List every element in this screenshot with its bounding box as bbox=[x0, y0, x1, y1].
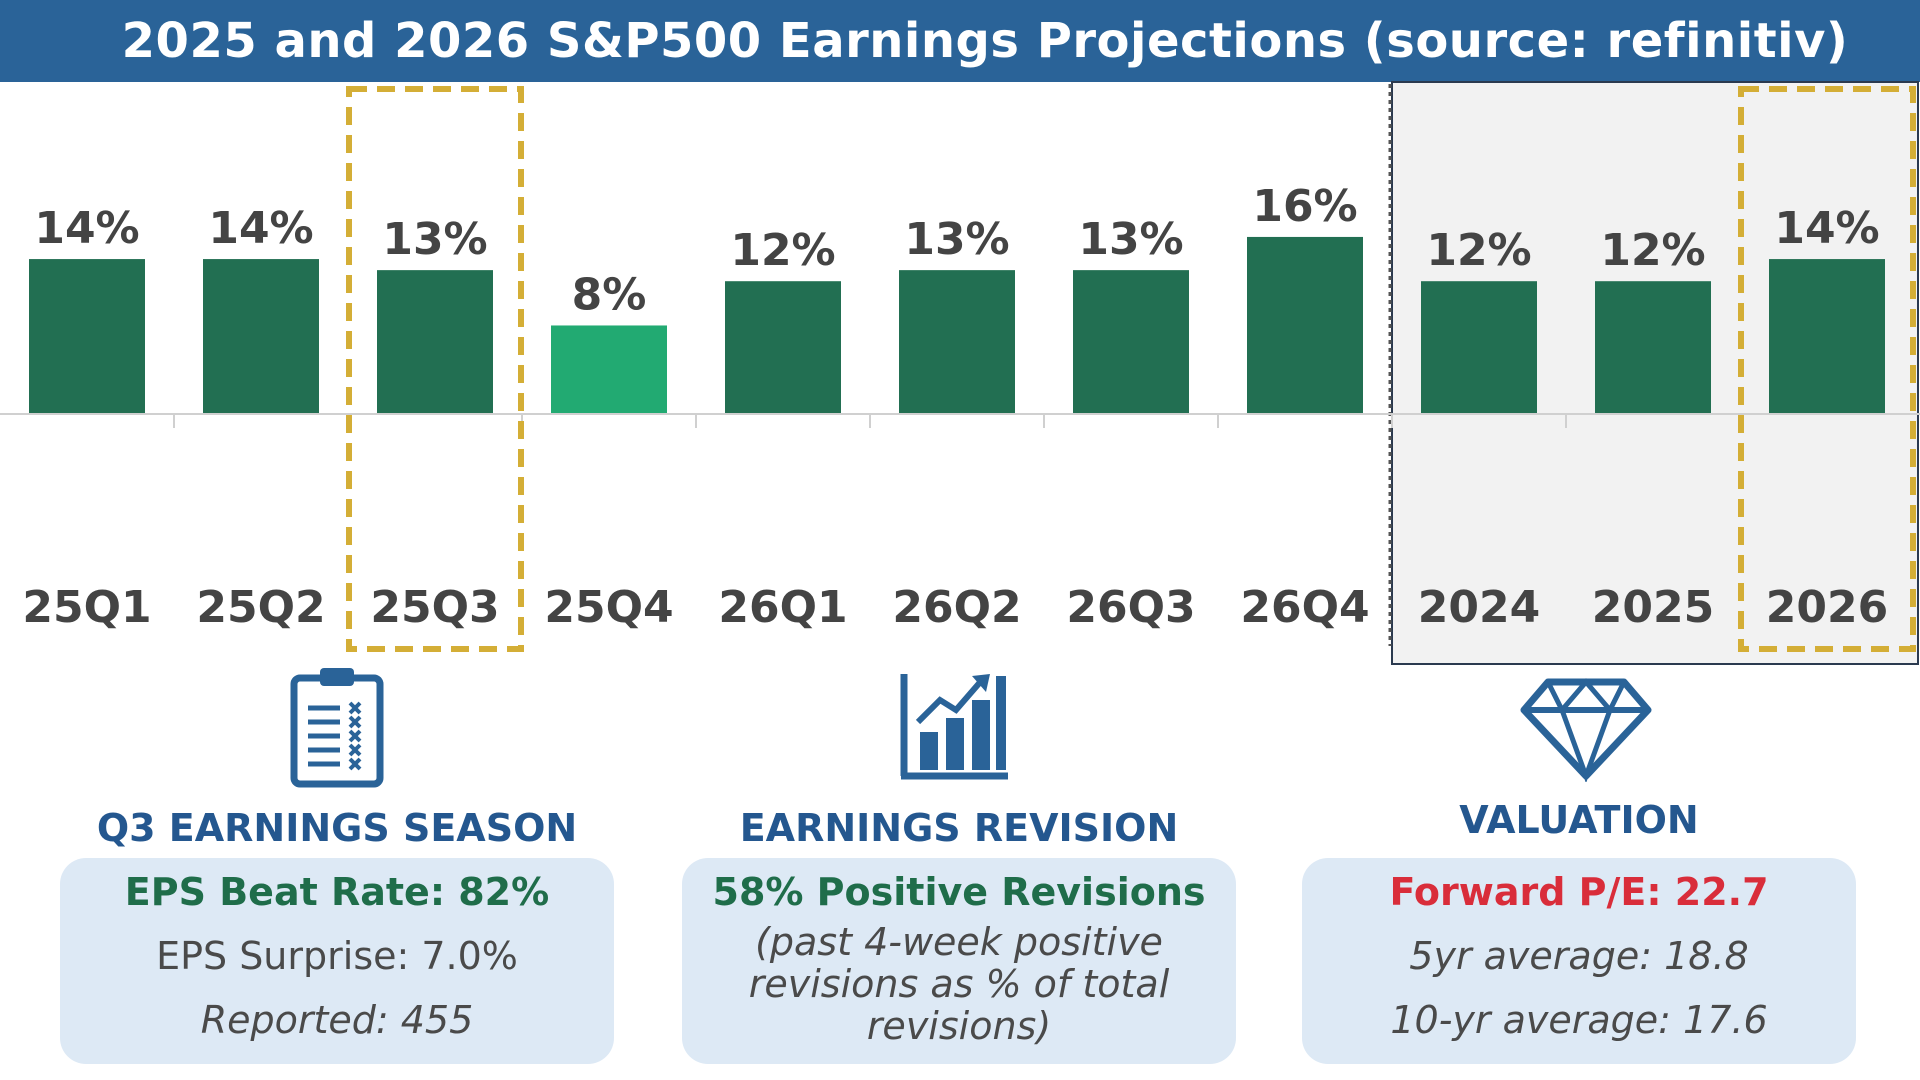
earnings-revision-card: 58% Positive Revisions (past 4-week posi… bbox=[682, 858, 1236, 1064]
bar-chart-trend-icon bbox=[900, 670, 1010, 782]
data-label-26q1: 12% bbox=[730, 225, 835, 276]
data-label-2026: 14% bbox=[1774, 203, 1879, 254]
eps-growth-chart: 14% 25Q1 14% 25Q2 13% 25Q3 8% 25Q4 12% 26Q1 13% 26Q… bbox=[0, 81, 1920, 665]
positive-revisions: 58% Positive Revisions bbox=[712, 870, 1206, 914]
section-title-earnings-season: Q3 EARNINGS SEASON bbox=[96, 806, 578, 850]
ten-year-average: 10-yr average: 17.6 bbox=[1390, 998, 1768, 1042]
valuation-card: Forward P/E: 22.7 5yr average: 18.8 10-y… bbox=[1302, 858, 1856, 1064]
category-label-25q3: 25Q3 bbox=[370, 582, 499, 633]
bar-25q1 bbox=[29, 259, 145, 414]
bar-26q3 bbox=[1073, 270, 1189, 414]
bar-25q3 bbox=[377, 270, 493, 414]
section-title-valuation: VALUATION bbox=[1459, 798, 1699, 842]
section-title-earnings-revision: EARNINGS REVISION bbox=[739, 806, 1179, 850]
category-label-25q2: 25Q2 bbox=[196, 582, 325, 633]
eps-surprise: EPS Surprise: 7.0% bbox=[156, 934, 518, 978]
bar-25q4 bbox=[551, 325, 667, 414]
five-year-average: 5yr average: 18.8 bbox=[1409, 934, 1749, 978]
bar-26q4 bbox=[1247, 236, 1363, 414]
clipboard-checklist-icon bbox=[290, 666, 386, 788]
earnings-season-card: EPS Beat Rate: 82% EPS Surprise: 7.0% Re… bbox=[60, 858, 614, 1064]
page-title: 2025 and 2026 S&P500 Earnings Projection… bbox=[121, 13, 1849, 69]
category-label-2025: 2025 bbox=[1592, 582, 1714, 633]
bar-2025 bbox=[1595, 281, 1711, 414]
data-label-25q4: 8% bbox=[572, 269, 647, 320]
category-label-26q2: 26Q2 bbox=[892, 582, 1021, 633]
forward-pe: Forward P/E: 22.7 bbox=[1389, 870, 1769, 914]
highlight-box-25q3 bbox=[346, 86, 524, 652]
eps-beat-rate: EPS Beat Rate: 82% bbox=[124, 870, 550, 914]
title-bar bbox=[0, 0, 1920, 82]
data-label-2024: 12% bbox=[1426, 225, 1531, 276]
bar-2026 bbox=[1769, 259, 1885, 414]
data-label-25q1: 14% bbox=[34, 203, 139, 254]
category-label-25q1: 25Q1 bbox=[22, 582, 151, 633]
category-label-2026: 2026 bbox=[1766, 582, 1888, 633]
category-label-25q4: 25Q4 bbox=[544, 582, 673, 633]
category-label-2024: 2024 bbox=[1418, 582, 1540, 633]
data-label-2025: 12% bbox=[1600, 225, 1705, 276]
data-label-26q3: 13% bbox=[1078, 214, 1183, 265]
data-label-26q4: 16% bbox=[1252, 181, 1357, 232]
data-label-25q2: 14% bbox=[208, 203, 313, 254]
revision-note-line-3: revisions) bbox=[866, 1004, 1052, 1048]
diamond-icon bbox=[1518, 676, 1654, 784]
bar-2024 bbox=[1421, 281, 1537, 414]
bar-26q1 bbox=[725, 281, 841, 414]
data-label-26q2: 13% bbox=[904, 214, 1009, 265]
bar-25q2 bbox=[203, 259, 319, 414]
category-label-26q4: 26Q4 bbox=[1240, 582, 1369, 633]
revision-note-line-2: revisions as % of total bbox=[748, 962, 1170, 1006]
bar-26q2 bbox=[899, 270, 1015, 414]
revision-note-line-1: (past 4-week positive bbox=[755, 920, 1163, 964]
reported-count: Reported: 455 bbox=[200, 998, 474, 1042]
category-label-26q1: 26Q1 bbox=[718, 582, 847, 633]
data-label-25q3: 13% bbox=[382, 214, 487, 265]
category-label-26q3: 26Q3 bbox=[1066, 582, 1195, 633]
highlight-box-2026 bbox=[1738, 86, 1916, 652]
